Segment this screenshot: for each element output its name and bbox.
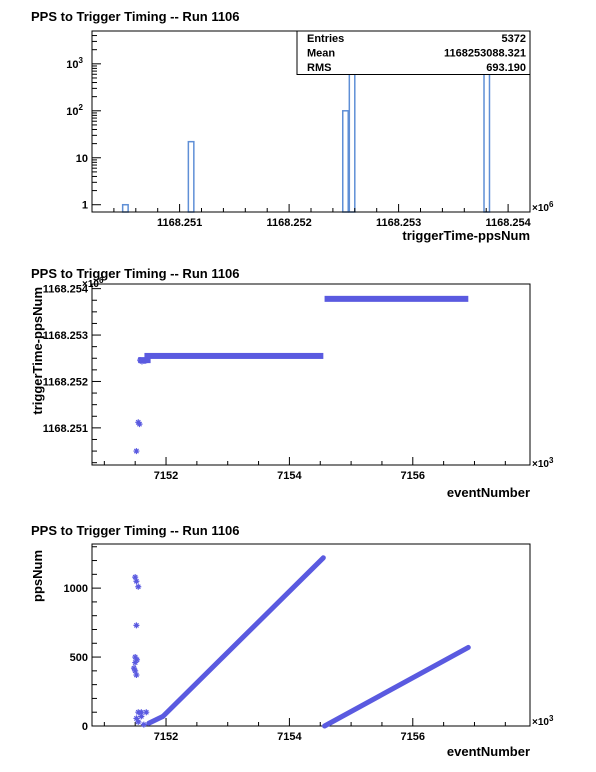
chart-title: PPS to Trigger Timing -- Run 1106	[31, 9, 240, 24]
x-axis-label: eventNumber	[447, 744, 530, 759]
histogram-chart: 1 10 102 103 1168.251 1168.252 1168.253 1168.25…	[66, 30, 554, 243]
histogram-bar	[187, 140, 195, 213]
data-point	[138, 358, 145, 365]
stats-value: 1168253088.321	[444, 48, 526, 60]
data-band	[160, 555, 326, 719]
stats-box	[296, 30, 531, 75]
y-tick-label: 1168.252	[43, 376, 88, 388]
data-band	[324, 295, 469, 302]
plot-frame	[91, 283, 531, 466]
x-axis-label: eventNumber	[447, 485, 530, 500]
y-tick-label: 103	[66, 56, 83, 71]
x-tick-label: 1168.251	[157, 217, 202, 229]
x-tick-label: 1168.254	[485, 217, 531, 229]
y-tick-label: 1168.251	[43, 423, 88, 435]
data-point	[132, 574, 139, 581]
x-tick-label: 7154	[277, 731, 302, 743]
x-axis-label: triggerTime-ppsNum	[402, 228, 530, 243]
data-point	[138, 709, 145, 716]
data-point	[135, 718, 142, 725]
data-point	[130, 665, 137, 672]
axis-multiplier: ×106	[532, 200, 554, 214]
stats-value: 693.190	[486, 62, 526, 74]
y-axis-label: triggerTime-ppsNum	[30, 287, 45, 415]
data-point	[140, 721, 147, 728]
stats-label: RMS	[307, 62, 331, 74]
data-band	[322, 644, 471, 729]
histogram-panel: PPS to Trigger Timing -- Run 1106 1 10 102…	[0, 0, 596, 255]
axis-multiplier: ×103	[532, 456, 554, 470]
y-tick-label: 102	[66, 103, 83, 118]
chart-title: PPS to Trigger Timing -- Run 1106	[31, 266, 240, 281]
pps-scatter-chart: 0 500 1000 7152 7154 7156 ×103 eventNumber ppsNu…	[30, 543, 554, 759]
x-tick-label: 1168.253	[376, 217, 421, 229]
scatter-panel-pps: PPS to Trigger Timing -- Run 1106 0 500 10…	[0, 514, 596, 772]
data-point	[138, 713, 145, 720]
data-point	[136, 421, 143, 428]
data-band	[144, 352, 324, 359]
x-tick-label: 7156	[401, 470, 425, 482]
histogram-bar	[121, 203, 129, 213]
axis-multiplier: ×103	[532, 714, 554, 728]
data-point	[134, 656, 141, 663]
data-point	[132, 667, 139, 674]
data-point	[143, 709, 150, 716]
stats-value: 5372	[502, 33, 526, 45]
stats-label: Entries	[307, 33, 344, 45]
data-point	[133, 448, 140, 455]
data-point	[133, 671, 140, 678]
x-tick-label: 7156	[401, 731, 425, 743]
data-point	[132, 654, 139, 661]
y-tick-label: 1000	[64, 583, 88, 595]
data-point	[135, 709, 142, 716]
x-tick-label: 7152	[154, 470, 178, 482]
data-band	[146, 713, 166, 726]
chart-title: PPS to Trigger Timing -- Run 1106	[31, 523, 240, 538]
y-tick-label: 500	[70, 652, 88, 664]
plot-frame	[91, 543, 531, 727]
y-tick-label: 10	[76, 153, 88, 165]
y-tick-label: 0	[82, 721, 88, 733]
data-point	[133, 578, 140, 585]
scatter-panel-trigger: PPS to Trigger Timing -- Run 1106 1168.2…	[0, 257, 596, 512]
y-tick-label: 1168.254	[43, 284, 89, 296]
x-tick-label: 1168.252	[266, 217, 311, 229]
x-tick-label: 7152	[154, 731, 178, 743]
data-point	[135, 583, 142, 590]
histogram-bar	[342, 110, 349, 213]
data-point	[142, 358, 149, 365]
data-point	[133, 622, 140, 629]
y-axis-label: ppsNum	[30, 550, 45, 602]
axis-multiplier: ×106	[82, 276, 104, 290]
stats-label: Mean	[307, 48, 335, 60]
y-tick-label: 1	[82, 200, 88, 212]
data-point	[132, 659, 139, 666]
y-tick-label: 1168.253	[43, 330, 88, 342]
x-tick-label: 7154	[277, 470, 302, 482]
trigger-scatter-chart: 1168.251 1168.252 1168.253 1168.254×106 7152…	[30, 276, 554, 500]
data-point	[133, 715, 140, 722]
